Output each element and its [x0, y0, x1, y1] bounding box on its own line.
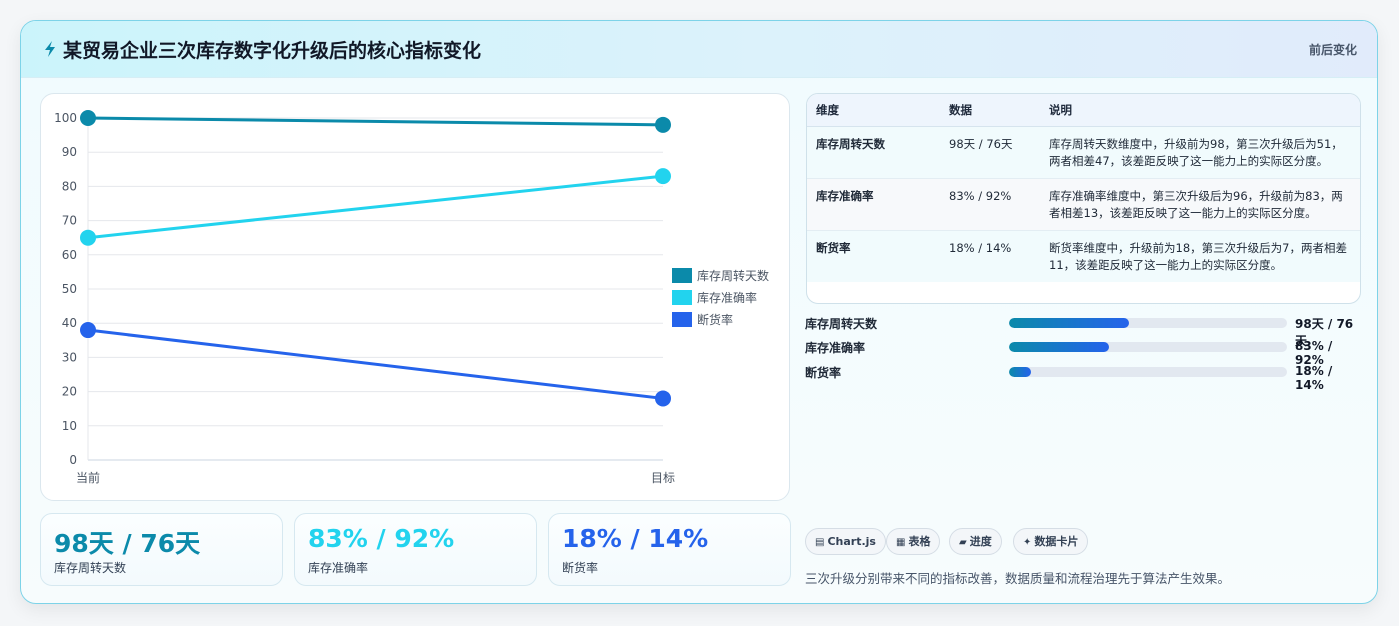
- x-tick-label: 目标: [651, 471, 675, 485]
- progress-fill: [1009, 342, 1110, 352]
- table-cell: 18% / 14%: [940, 230, 1040, 282]
- progress-label: 库存准确率: [805, 341, 866, 355]
- table-cell: 库存准确率: [807, 178, 940, 231]
- kpi-label: 库存周转天数: [54, 561, 127, 575]
- y-tick-label: 60: [62, 248, 77, 262]
- x-tick-label: 当前: [76, 470, 100, 485]
- progress-track: [1009, 318, 1287, 328]
- header-tag: 前后变化: [1308, 43, 1357, 57]
- kpi-value: 18% / 14%: [562, 524, 709, 553]
- y-tick-label: 0: [69, 453, 77, 467]
- legend-swatch: [672, 312, 692, 327]
- y-tick-label: 50: [62, 282, 77, 296]
- y-tick-label: 10: [62, 419, 77, 433]
- chip-chartjs[interactable]: ▤ Chart.js: [805, 528, 886, 555]
- legend-swatch: [672, 268, 692, 283]
- table-cell: 库存准确率维度中，第三次升级后为96，升级前为83，两者相差13，该差距反映了这…: [1040, 178, 1360, 231]
- y-tick-label: 40: [62, 316, 77, 330]
- chip-label: Chart.js: [827, 535, 876, 548]
- table-row: 库存准确率 83% / 92% 库存准确率维度中，第三次升级后为96，升级前为8…: [807, 178, 1360, 231]
- chip-label: 数据卡片: [1034, 535, 1079, 548]
- legend-label: 库存周转天数: [697, 268, 769, 283]
- table-header-row: 维度 数据 说明: [807, 94, 1360, 127]
- progress-row-accuracy: 库存准确率 83% / 92%: [805, 337, 1361, 367]
- data-point: [655, 168, 671, 185]
- y-tick-label: 80: [62, 179, 77, 193]
- table-cell: 83% / 92%: [940, 178, 1040, 231]
- y-tick-label: 90: [62, 145, 77, 159]
- progress-value: 83% / 92%: [1295, 339, 1333, 367]
- kpi-label: 断货率: [562, 561, 599, 575]
- bolt-icon: [45, 41, 55, 57]
- metrics-card: 某贸易企业三次库存数字化升级后的核心指标变化 前后变化 0 10 20 30 40 50 6…: [20, 20, 1378, 604]
- column-header: 维度: [807, 94, 940, 127]
- table-cell: 断货率维度中，升级前为18，第三次升级后为7，两者相差11，该差距反映了这一能力…: [1040, 230, 1360, 282]
- y-tick-label: 100: [54, 111, 77, 125]
- table-cell: 库存周转天数: [807, 126, 940, 179]
- progress-fill: [1009, 367, 1032, 377]
- legend-label: 断货率: [697, 312, 733, 327]
- card-icon: ✦: [1023, 537, 1032, 548]
- line-chart: 0 10 20 30 40 50 60 70 80 90 100 当前 目标 库存周转天数 库存准确率断货率: [40, 93, 790, 501]
- card-header: 某贸易企业三次库存数字化升级后的核心指标变化 前后变化: [21, 21, 1377, 78]
- kpi-value: 83% / 92%: [308, 524, 455, 553]
- column-header: 数据: [940, 94, 1040, 127]
- data-point: [655, 390, 671, 407]
- chip-label: 进度: [969, 535, 992, 548]
- kpi-card-stockout: 18% / 14% 断货率: [548, 513, 791, 586]
- kpi-card-turnover: 98天 / 76天 库存周转天数: [40, 513, 283, 586]
- legend-label: 库存准确率: [697, 290, 757, 305]
- progress-icon: ▰: [959, 537, 967, 548]
- y-tick-label: 70: [62, 214, 77, 228]
- data-point: [655, 116, 671, 133]
- metrics-table: 维度 数据 说明 库存周转天数 98天 / 76天 库存周转天数维度中，升级前为…: [806, 93, 1361, 304]
- kpi-label: 库存准确率: [308, 561, 369, 575]
- data-point: [80, 322, 96, 339]
- series-line: [87, 174, 664, 240]
- progress-row-stockout: 断货率 18% / 14%: [805, 362, 1361, 392]
- table-cell: 98天 / 76天: [940, 126, 1040, 179]
- progress-value: 98天 / 76天: [1295, 317, 1354, 348]
- chip-data-card[interactable]: ✦ 数据卡片: [1013, 528, 1089, 555]
- progress-track: [1009, 342, 1287, 352]
- chip-table[interactable]: ▦ 表格: [886, 528, 941, 555]
- legend-swatch: [672, 290, 692, 305]
- chip-progress[interactable]: ▰ 进度: [949, 528, 1002, 555]
- kpi-value: 98天 / 76天: [54, 529, 201, 558]
- progress-track: [1009, 367, 1287, 377]
- table-icon: ▦: [896, 537, 906, 548]
- table-cell: 断货率: [807, 230, 940, 282]
- column-header: 说明: [1040, 94, 1360, 127]
- series-line: [87, 116, 664, 127]
- data-point: [80, 229, 96, 246]
- table-row: 库存周转天数 98天 / 76天 库存周转天数维度中，升级前为98，第三次升级后…: [807, 126, 1360, 179]
- y-tick-label: 30: [62, 350, 77, 364]
- chart-icon: ▤: [815, 537, 825, 548]
- progress-value: 18% / 14%: [1295, 364, 1333, 392]
- summary-note: 三次升级分别带来不同的指标改善，数据质量和流程治理先于算法产生效果。: [805, 571, 1231, 586]
- page-title: 某贸易企业三次库存数字化升级后的核心指标变化: [63, 40, 482, 62]
- chip-label: 表格: [908, 535, 931, 548]
- progress-fill: [1009, 318, 1129, 328]
- progress-label: 库存周转天数: [805, 317, 878, 331]
- table-row: 断货率 18% / 14% 断货率维度中，升级前为18，第三次升级后为7，两者相…: [807, 230, 1360, 282]
- y-tick-label: 20: [62, 385, 77, 399]
- data-point: [80, 110, 96, 126]
- progress-label: 断货率: [805, 366, 842, 380]
- progress-row-turnover: 库存周转天数 98天 / 76天: [805, 313, 1361, 348]
- table-cell: 库存周转天数维度中，升级前为98，第三次升级后为51，两者相差47，该差距反映了…: [1040, 126, 1360, 179]
- kpi-card-accuracy: 83% / 92% 库存准确率: [294, 513, 537, 586]
- series-line: [87, 328, 664, 400]
